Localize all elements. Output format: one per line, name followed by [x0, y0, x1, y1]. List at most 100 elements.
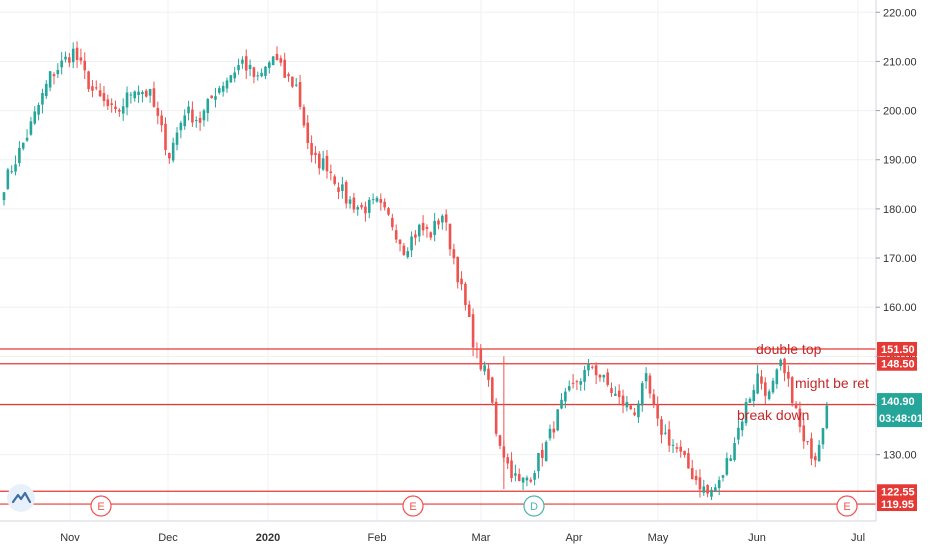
earnings-event-marker[interactable]: E — [836, 495, 858, 517]
candle-body — [560, 399, 563, 409]
candle-body — [813, 456, 817, 461]
chart-logo[interactable] — [7, 484, 35, 512]
candle-body — [752, 389, 756, 402]
level-price-tag[interactable]: 119.95 — [877, 497, 917, 512]
candle — [787, 365, 790, 387]
candle — [802, 418, 806, 449]
candle — [287, 72, 290, 82]
candle-body — [721, 475, 725, 478]
candle — [664, 424, 667, 436]
candle-body — [394, 230, 398, 240]
candle — [617, 384, 621, 405]
price-axis[interactable]: 130.00140.00150.00160.00170.00180.00190.… — [876, 7, 923, 512]
earnings-event-marker[interactable]: E — [90, 495, 112, 517]
candle — [10, 165, 13, 174]
candle-body — [464, 283, 467, 306]
candle — [106, 94, 110, 111]
candle-body — [794, 403, 798, 408]
candle-body — [183, 115, 187, 127]
candle — [168, 152, 171, 164]
candle — [102, 86, 106, 107]
candle — [460, 271, 463, 291]
candle-body — [325, 155, 329, 172]
level-price-tag[interactable]: 151.50 — [877, 341, 917, 356]
candle-body — [479, 349, 483, 370]
dividend-event-marker[interactable]: D — [523, 495, 545, 517]
candle — [529, 477, 533, 483]
candle — [137, 85, 140, 103]
earnings-event-marker[interactable]: E — [402, 495, 424, 517]
candle — [91, 79, 94, 98]
time-axis[interactable]: Nov Dec 2020 Feb Mar Apr May Jun Jul — [60, 532, 865, 544]
candle — [171, 137, 175, 163]
candle-body — [6, 169, 10, 189]
candle-body — [817, 444, 821, 462]
candle — [260, 68, 263, 78]
candle — [571, 374, 575, 389]
annotations[interactable]: double top might be ret break down — [737, 341, 869, 423]
annotation-text[interactable]: might be ret — [795, 375, 869, 391]
candle — [191, 101, 194, 127]
candle-body — [564, 391, 567, 402]
y-tick-label: 160.00 — [883, 302, 917, 314]
candle — [494, 398, 498, 437]
candle-body — [83, 60, 87, 71]
candle — [448, 223, 452, 256]
candle — [579, 378, 583, 391]
candle-body — [717, 480, 721, 489]
candle-body — [637, 403, 640, 418]
price-axis-background — [876, 0, 932, 550]
candle-body — [583, 369, 586, 382]
candle — [214, 87, 217, 108]
candle — [606, 368, 609, 387]
candle-body — [102, 93, 106, 101]
candle — [425, 224, 429, 238]
level-price-tag[interactable]: 122.55 — [877, 484, 917, 499]
candle — [283, 52, 286, 78]
candle-body — [617, 390, 621, 397]
annotation-text[interactable]: double top — [756, 341, 822, 357]
candle-body — [198, 117, 202, 123]
candle — [279, 55, 283, 67]
candle — [402, 242, 406, 256]
candle — [721, 474, 725, 482]
candle — [610, 382, 613, 397]
candle-body — [533, 473, 536, 480]
candles — [2, 41, 829, 500]
candle-body — [687, 453, 690, 469]
y-tick-label: 190.00 — [883, 155, 917, 167]
candle-body — [737, 427, 740, 440]
candle-body — [640, 383, 644, 406]
last-price-tag[interactable]: 140.90 03:48:01 — [877, 393, 923, 428]
candle — [310, 135, 313, 163]
candle-body — [356, 207, 360, 210]
candle-body — [467, 304, 471, 317]
candle-body — [452, 249, 456, 259]
x-tick-label: Dec — [158, 532, 178, 544]
candle-body — [760, 376, 763, 384]
candle-body — [121, 106, 125, 114]
annotation-text[interactable]: break down — [737, 407, 809, 423]
candle-body — [48, 71, 52, 88]
candle — [18, 141, 21, 167]
candle — [302, 104, 306, 128]
candle-body — [344, 182, 348, 204]
candle-body — [575, 381, 579, 383]
candle-body — [671, 444, 675, 446]
candle — [306, 115, 310, 150]
level-price-tag[interactable]: 148.50 — [877, 356, 917, 371]
level-tag-background — [877, 356, 917, 371]
candle-body — [337, 187, 340, 192]
candle — [118, 108, 121, 117]
horizontal-levels[interactable] — [0, 348, 876, 505]
candle-body — [406, 251, 410, 258]
candle — [37, 102, 40, 121]
candle — [725, 452, 729, 476]
last-price-background — [877, 393, 922, 428]
candle — [206, 97, 210, 122]
candle — [567, 380, 571, 392]
candle-body — [152, 88, 156, 107]
